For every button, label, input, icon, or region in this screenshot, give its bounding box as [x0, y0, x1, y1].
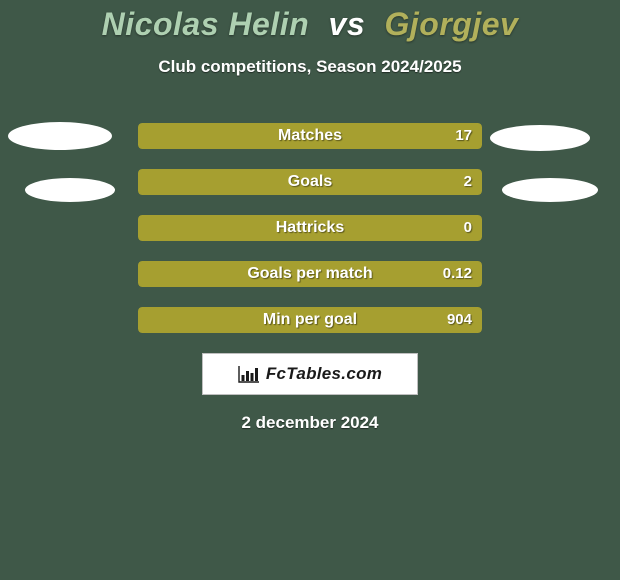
- avatar-right-2: [502, 178, 598, 202]
- stat-row: Goals per match0.12: [138, 261, 482, 287]
- stat-value: 0.12: [443, 261, 472, 287]
- logo-text: FcTables.com: [266, 364, 382, 384]
- logo-box: FcTables.com: [202, 353, 418, 395]
- stat-label: Goals: [138, 169, 482, 195]
- stat-row: Goals2: [138, 169, 482, 195]
- stat-row: Matches17: [138, 123, 482, 149]
- comparison-card: Nicolas Helin vs Gjorgjev Club competiti…: [0, 0, 620, 580]
- title-vs: vs: [325, 6, 370, 42]
- stat-label: Matches: [138, 123, 482, 149]
- date: 2 december 2024: [0, 413, 620, 433]
- stat-value: 0: [464, 215, 472, 241]
- stat-row: Hattricks0: [138, 215, 482, 241]
- avatar-right: [490, 125, 590, 151]
- stat-row: Min per goal904: [138, 307, 482, 333]
- stat-label: Goals per match: [138, 261, 482, 287]
- page-title: Nicolas Helin vs Gjorgjev: [0, 6, 620, 43]
- stats-panel: Matches17 Goals2 Hattricks0 Goals per match…: [138, 123, 482, 333]
- stat-label: Min per goal: [138, 307, 482, 333]
- barchart-icon: [238, 365, 260, 383]
- avatar-left: [8, 122, 112, 150]
- avatar-left-2: [25, 178, 115, 202]
- stat-label: Hattricks: [138, 215, 482, 241]
- stat-value: 2: [464, 169, 472, 195]
- stat-value: 904: [447, 307, 472, 333]
- stat-value: 17: [455, 123, 472, 149]
- title-player2: Gjorgjev: [379, 6, 519, 42]
- title-player1: Nicolas Helin: [102, 6, 315, 42]
- subtitle: Club competitions, Season 2024/2025: [0, 57, 620, 77]
